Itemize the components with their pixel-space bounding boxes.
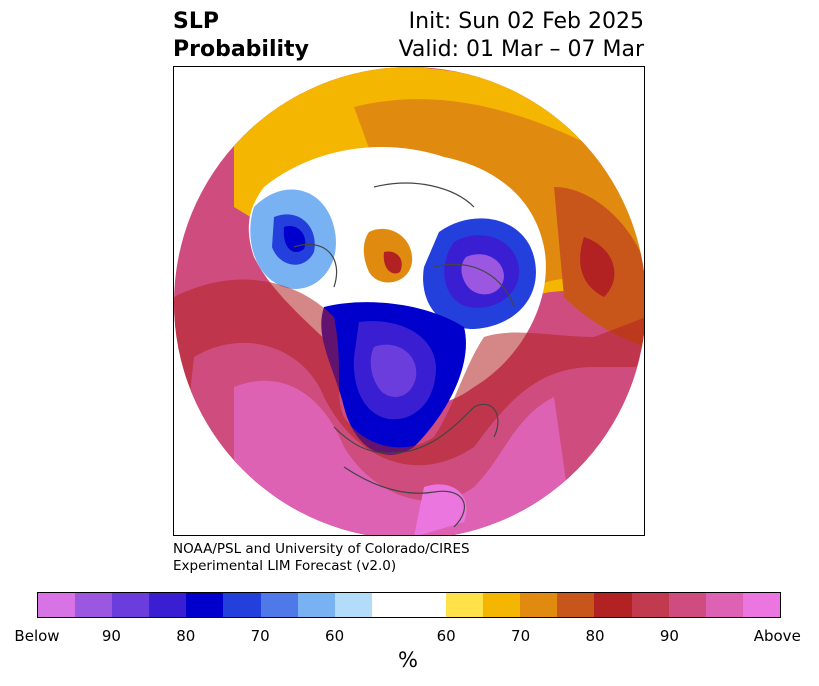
colorbar-tick-label: 80 [176, 627, 196, 645]
title-type: Probability [173, 37, 309, 62]
colorbar-swatch [668, 593, 706, 617]
colorbar-swatch [371, 593, 447, 617]
colorbar-swatch [223, 593, 261, 617]
title-variable: SLP [173, 9, 219, 34]
init-date: Init: Sun 02 Feb 2025 [408, 9, 644, 34]
colorbar-swatch [520, 593, 558, 617]
colorbar-swatch [594, 593, 632, 617]
credit-text: NOAA/PSL and University of Colorado/CIRE… [173, 541, 470, 575]
probability-map [174, 67, 644, 535]
credit-line-1: NOAA/PSL and University of Colorado/CIRE… [173, 541, 470, 557]
coastlines [293, 182, 515, 528]
title-left: SLP Probability [173, 8, 309, 64]
colorbar-tick-label: 60 [325, 627, 345, 645]
colorbar-swatch [297, 593, 335, 617]
title-right: Init: Sun 02 Feb 2025 Valid: 01 Mar – 07… [399, 8, 644, 64]
colorbar-tick-label: 70 [250, 627, 270, 645]
colorbar-swatch [631, 593, 669, 617]
colorbar-swatch [38, 593, 76, 617]
colorbar [37, 592, 781, 618]
colorbar-swatch [334, 593, 372, 617]
colorbar-swatch [742, 593, 780, 617]
colorbar-swatch [446, 593, 484, 617]
map-panel [173, 66, 645, 536]
colorbar-unit: % [398, 648, 418, 672]
colorbar-swatch [75, 593, 113, 617]
colorbar-tick-label: Above [753, 627, 801, 645]
colorbar-swatch [705, 593, 743, 617]
valid-range: Valid: 01 Mar – 07 Mar [398, 37, 644, 62]
colorbar-tick-label: 90 [101, 627, 121, 645]
colorbar-swatch [557, 593, 595, 617]
credit-line-2: Experimental LIM Forecast (v2.0) [173, 558, 397, 574]
probability-field [174, 67, 644, 535]
colorbar-swatch [149, 593, 187, 617]
colorbar-tick-label: 60 [436, 627, 456, 645]
colorbar-tick-label: 90 [659, 627, 679, 645]
colorbar-tick-label: Below [14, 627, 60, 645]
colorbar-swatch [260, 593, 298, 617]
colorbar-tick-label: 80 [585, 627, 605, 645]
colorbar-swatch [186, 593, 224, 617]
colorbar-tick-label: 70 [511, 627, 531, 645]
colorbar-swatch [112, 593, 150, 617]
colorbar-swatch [483, 593, 521, 617]
